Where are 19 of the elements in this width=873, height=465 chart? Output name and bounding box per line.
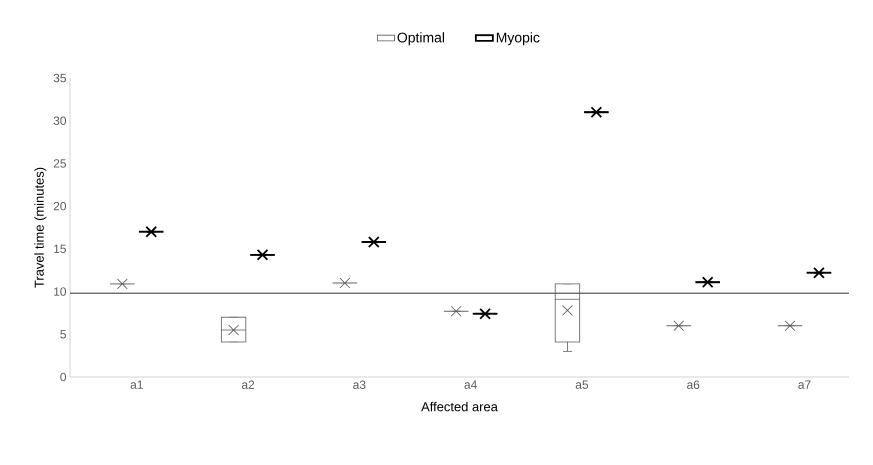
y-axis-title: Travel time (minutes) <box>34 168 46 288</box>
x-tick-label: a3 <box>353 380 366 389</box>
y-tick-label: 30 <box>54 116 66 125</box>
x-tick-label: a6 <box>687 380 700 389</box>
y-tick-label: 15 <box>54 244 66 254</box>
y-tick-label: 25 <box>54 159 66 168</box>
x-tick-label: a1 <box>130 380 143 389</box>
y-tick-label: 10 <box>54 287 66 296</box>
x-tick-label: a5 <box>576 380 588 389</box>
x-tick-label: a7 <box>798 380 811 389</box>
x-tick-label: a2 <box>242 380 254 389</box>
y-tick-label: 20 <box>54 202 66 210</box>
legend-label: Myopic <box>496 32 540 46</box>
x-axis-title: Affected area <box>421 402 498 412</box>
y-tick-label: 0 <box>60 372 66 382</box>
legend-label: Optimal <box>398 32 444 46</box>
y-tick-label: 35 <box>54 74 66 82</box>
x-tick-label: a4 <box>464 380 477 389</box>
y-tick-label: 5 <box>60 330 66 338</box>
